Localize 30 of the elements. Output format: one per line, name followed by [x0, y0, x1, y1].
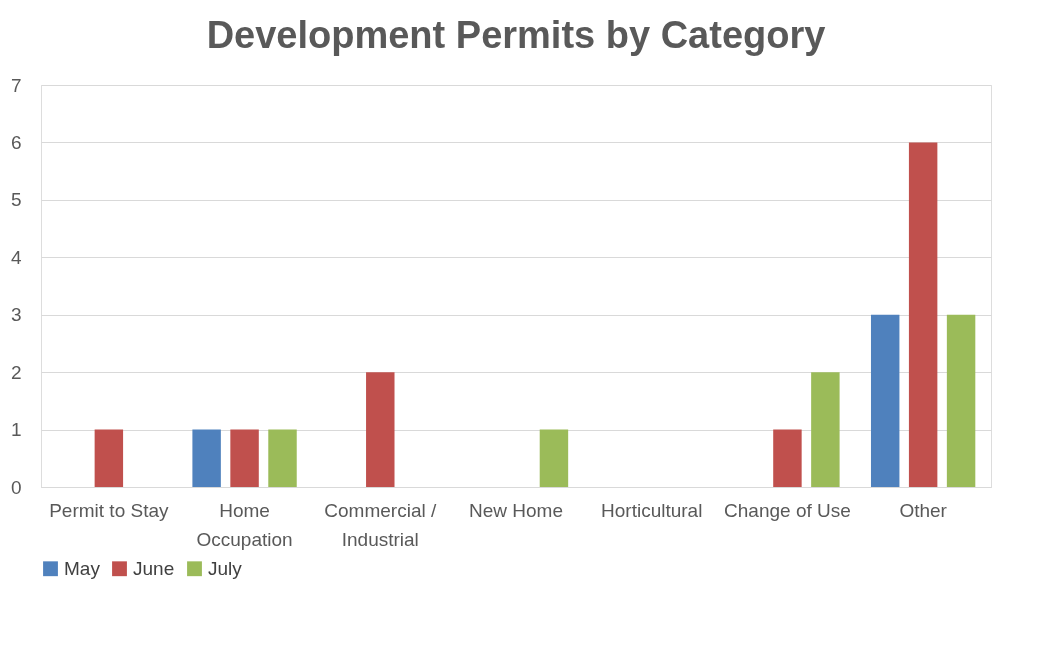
x-tick-label: Horticultural	[601, 499, 703, 521]
bar	[539, 429, 569, 487]
bar	[94, 429, 124, 487]
legend-label: May	[64, 557, 101, 579]
y-tick-label: 6	[10, 131, 22, 153]
y-tick-label: 4	[10, 246, 22, 268]
legend-label: June	[133, 557, 175, 579]
y-tick-label: 0	[10, 476, 22, 498]
y-tick-label: 3	[10, 304, 22, 326]
x-tick-label: Change of Use	[724, 499, 851, 521]
x-tick-label: New Home	[469, 499, 563, 521]
bar	[268, 429, 297, 487]
chart-title: Development Permits by Category	[206, 14, 826, 56]
y-tick-label: 1	[10, 419, 22, 441]
y-tick-label: 5	[10, 189, 22, 211]
x-tick-label: Other	[899, 499, 948, 521]
bar	[192, 429, 221, 487]
x-tick-label: Commercial / Industrial	[324, 499, 437, 550]
legend-label: July	[208, 557, 243, 579]
bar	[773, 429, 802, 487]
bar	[870, 314, 900, 487]
x-tick-label: Home Occupation	[196, 499, 293, 550]
bar	[366, 372, 395, 487]
bar	[811, 372, 840, 487]
bar	[908, 142, 938, 487]
bar	[230, 429, 259, 487]
bar	[946, 314, 976, 487]
y-tick-label: 7	[10, 74, 22, 96]
x-tick-label: Permit to Stay	[49, 499, 170, 521]
y-tick-label: 2	[10, 361, 22, 383]
